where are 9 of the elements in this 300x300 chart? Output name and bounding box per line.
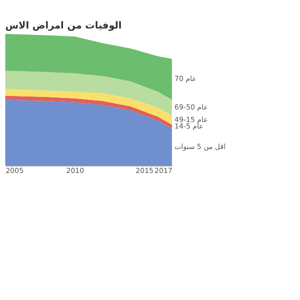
x-tick-label: 2010 [66,166,84,175]
series-label: 49-15 عام [174,114,208,124]
x-tick-label: 2005 [6,166,24,175]
x-tick-label: 2017 [154,166,172,175]
x-tick-label: 2015 [136,166,154,175]
series-label: 69-50 عام [174,102,208,112]
series-label: اقل من 5 سنوات [174,142,226,151]
series-label: 70 عام [174,74,196,84]
chart-title: الوفيات من امراض الاس [5,20,122,32]
